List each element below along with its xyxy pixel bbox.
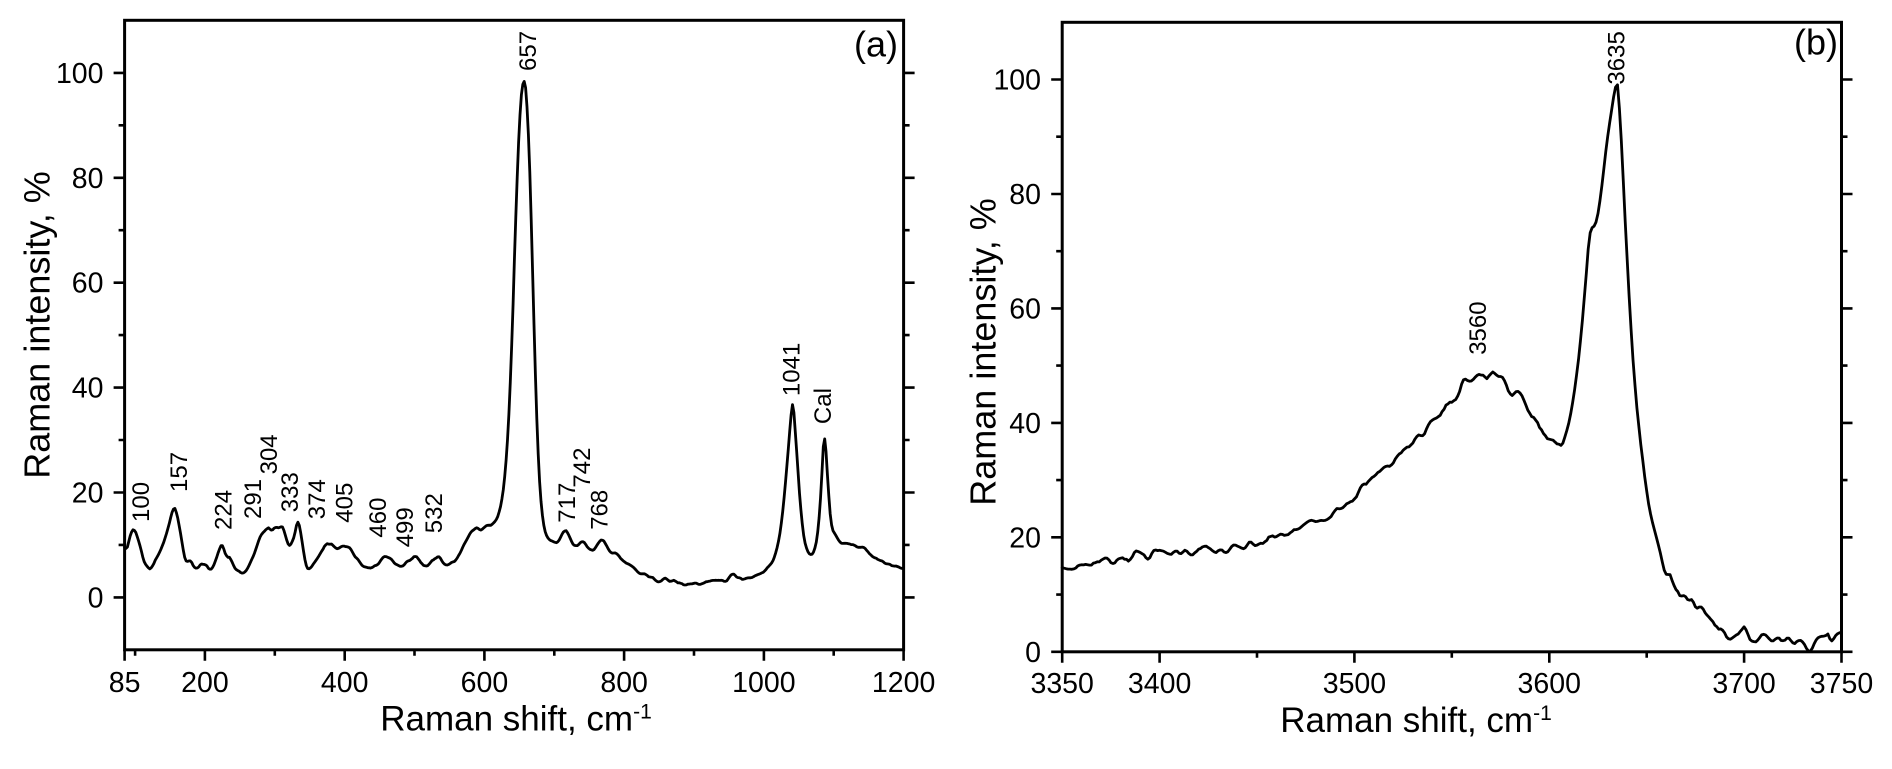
svg-text:304: 304 (256, 434, 283, 474)
svg-text:333: 333 (277, 472, 304, 512)
svg-text:Raman intensity, %: Raman intensity, % (17, 171, 58, 478)
svg-text:Raman shift, cm-1: Raman shift, cm-1 (1280, 701, 1552, 740)
svg-text:Raman intensity, %: Raman intensity, % (963, 198, 1004, 505)
svg-text:1200: 1200 (872, 667, 935, 699)
svg-text:1000: 1000 (732, 667, 795, 699)
svg-text:100: 100 (993, 65, 1041, 97)
svg-text:85: 85 (109, 667, 141, 699)
svg-text:0: 0 (1025, 637, 1041, 669)
svg-text:20: 20 (72, 478, 104, 510)
svg-text:100: 100 (128, 482, 155, 522)
svg-text:200: 200 (181, 667, 229, 699)
svg-text:Raman shift, cm-1: Raman shift, cm-1 (380, 700, 652, 739)
svg-text:3750: 3750 (1810, 668, 1873, 700)
svg-text:3700: 3700 (1712, 668, 1775, 700)
svg-text:460: 460 (365, 498, 392, 538)
svg-text:60: 60 (1009, 293, 1041, 325)
svg-text:291: 291 (240, 479, 267, 519)
svg-text:600: 600 (461, 667, 509, 699)
svg-text:157: 157 (166, 452, 193, 492)
svg-text:657: 657 (515, 31, 542, 71)
svg-text:40: 40 (1009, 408, 1041, 440)
svg-text:3500: 3500 (1323, 668, 1386, 700)
svg-text:405: 405 (332, 483, 359, 523)
svg-text:0: 0 (88, 582, 104, 614)
svg-text:100: 100 (56, 58, 104, 90)
svg-text:400: 400 (321, 667, 369, 699)
svg-text:717: 717 (554, 483, 581, 523)
svg-text:374: 374 (304, 479, 331, 519)
svg-text:3400: 3400 (1128, 668, 1191, 700)
svg-text:(b): (b) (1794, 22, 1838, 63)
svg-text:40: 40 (72, 373, 104, 405)
svg-text:499: 499 (392, 507, 419, 547)
svg-text:80: 80 (1009, 179, 1041, 211)
svg-text:742: 742 (569, 448, 596, 488)
svg-text:1041: 1041 (779, 343, 806, 396)
svg-text:800: 800 (600, 667, 648, 699)
svg-text:532: 532 (421, 493, 448, 533)
svg-text:3560: 3560 (1465, 301, 1492, 354)
svg-text:3600: 3600 (1518, 668, 1581, 700)
svg-text:768: 768 (587, 490, 614, 530)
svg-text:3635: 3635 (1604, 31, 1631, 84)
svg-text:20: 20 (1009, 522, 1041, 554)
svg-text:3350: 3350 (1030, 668, 1093, 700)
svg-text:80: 80 (72, 163, 104, 195)
svg-text:Cal: Cal (810, 388, 837, 424)
svg-text:224: 224 (211, 490, 238, 530)
svg-text:60: 60 (72, 268, 104, 300)
svg-text:(a): (a) (854, 24, 898, 65)
